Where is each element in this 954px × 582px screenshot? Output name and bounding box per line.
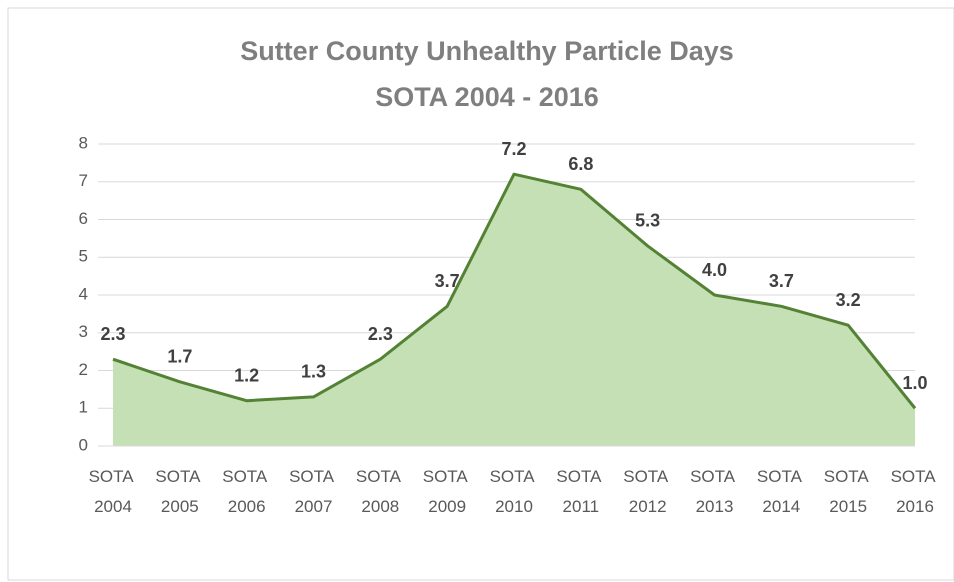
x-tick-label: SOTA 2011 — [556, 467, 605, 516]
data-label: 3.7 — [435, 271, 460, 291]
data-label: 2.3 — [100, 324, 125, 344]
data-label: 2.3 — [368, 324, 393, 344]
data-label: 7.2 — [501, 139, 526, 159]
x-tick-label: SOTA 2009 — [423, 467, 472, 516]
data-label: 6.8 — [568, 154, 593, 174]
y-tick-label: 3 — [79, 322, 88, 341]
chart-title: Sutter County Unhealthy Particle Days — [240, 36, 734, 66]
data-label: 3.2 — [836, 290, 861, 310]
data-label: 1.3 — [301, 362, 326, 382]
data-label: 5.3 — [635, 211, 660, 231]
x-tick-label: SOTA 2013 — [690, 467, 739, 516]
x-tick-label: SOTA 2012 — [623, 467, 672, 516]
x-tick-label: SOTA 2005 — [155, 467, 204, 516]
y-tick-label: 0 — [79, 435, 88, 454]
data-label: 1.2 — [234, 365, 259, 385]
x-tick-label: SOTA 2015 — [824, 467, 873, 516]
y-tick-label: 8 — [79, 133, 88, 152]
x-tick-label: SOTA 2014 — [757, 467, 806, 516]
x-tick-label: SOTA 2008 — [356, 467, 405, 516]
x-tick-label: SOTA 2016 — [891, 467, 940, 516]
y-tick-label: 5 — [79, 247, 88, 266]
data-label: 4.0 — [702, 260, 727, 280]
x-tick-label: SOTA 2006 — [222, 467, 271, 516]
y-tick-label: 4 — [79, 284, 88, 303]
data-label: 1.0 — [902, 373, 927, 393]
chart-subtitle: SOTA 2004 - 2016 — [375, 82, 599, 112]
area-line — [112, 172, 917, 410]
x-tick-label: SOTA 2004 — [89, 467, 138, 516]
y-tick-label: 2 — [79, 360, 88, 379]
y-tick-label: 1 — [79, 398, 88, 417]
x-tick-label: SOTA 2010 — [490, 467, 539, 516]
x-tick-label: SOTA 2007 — [289, 467, 338, 516]
area-fill — [113, 174, 915, 446]
y-tick-label: 7 — [79, 171, 88, 190]
data-label: 1.7 — [167, 347, 192, 367]
data-label: 3.7 — [769, 271, 794, 291]
y-tick-label: 6 — [79, 209, 88, 228]
